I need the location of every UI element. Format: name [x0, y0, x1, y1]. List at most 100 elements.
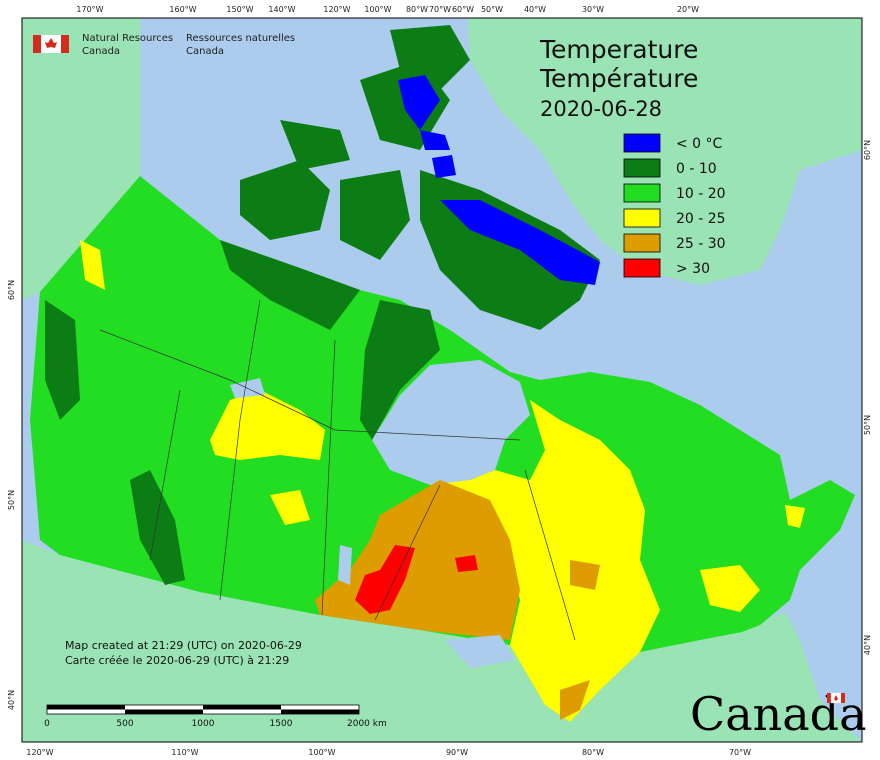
- flag-bar: [61, 35, 69, 53]
- greenland: [468, 18, 862, 285]
- title: Temperature: [539, 35, 698, 64]
- graticule-label: 100°W: [364, 5, 391, 14]
- legend-swatch: [623, 208, 661, 228]
- united-states: [22, 540, 862, 742]
- agency-text: Natural Resources: [82, 33, 173, 44]
- agency-block: Natural Resources Canada Ressources natu…: [33, 33, 295, 57]
- graticule-label: 80°W: [406, 5, 428, 14]
- legend-swatch: [623, 258, 661, 278]
- flag-bar: [33, 35, 41, 53]
- boundary: [149, 389, 181, 561]
- graticule-label: 100°W: [308, 748, 335, 757]
- graticule-label: 50°N: [7, 490, 16, 510]
- arctic-island: [280, 120, 350, 170]
- graticule-label: 30°W: [582, 5, 604, 14]
- arctic-island: [240, 160, 330, 240]
- graticule-labels: 170°W 160°W 150°W 140°W 120°W 100°W 80°W 70°W 60…: [7, 5, 872, 757]
- cold-patch: [432, 155, 456, 178]
- graticule-label: 50°N: [863, 415, 872, 435]
- legend: < 0 °C 0 - 10 10 - 20 20 - 25 25 - 30 > 30: [623, 133, 726, 278]
- credit: Map created at 21:29 (UTC) on 2020-06-29: [65, 639, 302, 652]
- warm-zone: [785, 505, 805, 528]
- scale-segment: [281, 709, 359, 714]
- frame-border: [21, 17, 863, 743]
- hudson-bay: [372, 360, 530, 485]
- scale-segment: [47, 705, 125, 710]
- hot-zone: [570, 560, 600, 590]
- hot-zone: [560, 680, 590, 720]
- graticule-label: 150°W: [226, 5, 253, 14]
- boundary: [374, 484, 441, 621]
- graticule-label: 20°W: [677, 5, 699, 14]
- scale-label: 500: [116, 719, 133, 729]
- legend-label: 0 - 10: [676, 161, 717, 177]
- graticule-label: 50°W: [481, 5, 503, 14]
- agency-text: Canada: [186, 46, 224, 57]
- agency-text: Ressources naturelles: [186, 33, 295, 44]
- warm-zone: [80, 240, 105, 290]
- legend-label: 20 - 25: [676, 211, 726, 227]
- graticule-label: 60°N: [863, 140, 872, 160]
- graticule-label: 110°W: [171, 748, 198, 757]
- boundary: [219, 299, 261, 601]
- legend-label: 10 - 20: [676, 186, 726, 202]
- legend-swatch: [623, 183, 661, 203]
- graticule-label: 120°W: [323, 5, 350, 14]
- warm-zone: [270, 490, 310, 525]
- boundaries: [99, 299, 576, 641]
- boundary: [524, 469, 576, 641]
- very-hot-zone: [455, 555, 478, 572]
- legend-label: 25 - 30: [676, 236, 726, 252]
- map-frame: [21, 17, 863, 743]
- wordmark-flag: [841, 693, 845, 703]
- scale-label: 0: [44, 719, 50, 729]
- cold-zone: [130, 470, 185, 585]
- graticule-label: 160°W: [169, 5, 196, 14]
- wordmark-leaf: [834, 695, 838, 701]
- scale-segment: [125, 709, 203, 714]
- graticule-label: 40°N: [863, 635, 872, 655]
- cold-zone: [220, 240, 360, 330]
- arctic-island: [340, 170, 410, 260]
- legend-label: < 0 °C: [676, 136, 723, 152]
- date: 2020-06-28: [540, 97, 662, 121]
- cold-patch: [398, 75, 440, 130]
- scale-bar: 0 500 1000 1500 2000 km: [44, 704, 387, 729]
- credit: Carte créée le 2020-06-29 (UTC) à 21:29: [65, 654, 289, 667]
- warm-zone: [210, 390, 325, 460]
- wordmark-flag: [827, 693, 831, 703]
- graticule-label: 40°N: [7, 690, 16, 710]
- cold-zone: [45, 300, 80, 420]
- boundary: [321, 339, 336, 616]
- cold-patch: [440, 200, 600, 285]
- scale-label: 1000: [192, 719, 215, 729]
- cold-patch: [420, 130, 450, 150]
- legend-swatch: [623, 158, 661, 178]
- graticule-label: 40°W: [524, 5, 546, 14]
- cold-zone: [360, 300, 440, 440]
- arctic-island: [390, 25, 470, 90]
- very-hot-zone: [355, 545, 415, 614]
- graticule-label: 60°W: [452, 5, 474, 14]
- legend-label: > 30: [676, 261, 710, 277]
- alaska: [22, 18, 140, 300]
- agency-text: Canada: [82, 46, 120, 57]
- legend-swatch: [623, 233, 661, 253]
- legend-swatch: [623, 133, 661, 153]
- scale-segment: [203, 705, 281, 710]
- graticule-label: 80°W: [582, 748, 604, 757]
- graticule-label: 140°W: [268, 5, 295, 14]
- boundary: [99, 329, 521, 441]
- scale-label: 1500: [270, 719, 293, 729]
- lake: [445, 635, 515, 668]
- graticule-label: 90°W: [446, 748, 468, 757]
- graticule-label: 70°W: [729, 748, 751, 757]
- scale-label: 2000 km: [347, 719, 387, 729]
- warm-zone: [700, 565, 760, 612]
- graticule-label: 170°W: [76, 5, 103, 14]
- title: Température: [539, 64, 698, 93]
- warm-zone: [430, 400, 660, 722]
- graticule-label: 60°N: [7, 280, 16, 300]
- graticule-label: 120°W: [26, 748, 53, 757]
